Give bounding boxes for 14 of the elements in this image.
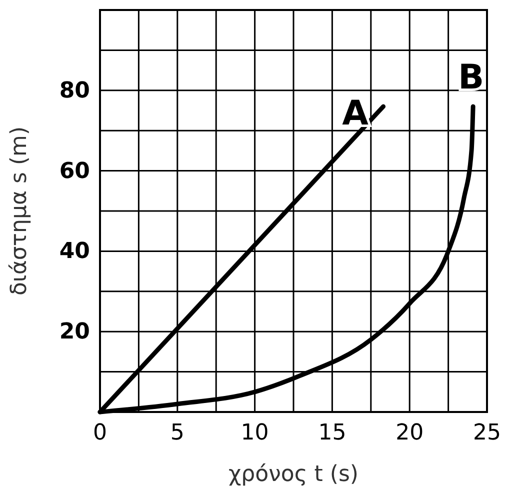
y-tick-label: 80	[59, 78, 90, 104]
x-tick-label: 25	[473, 420, 501, 446]
y-tick-label: 20	[59, 320, 90, 345]
y-tick-label: 40	[59, 239, 90, 264]
y-tick-label: 60	[59, 158, 90, 184]
x-tick-label: 0	[93, 420, 107, 446]
y-axis-title: διάστημα s (m)	[7, 126, 32, 296]
x-tick-label: 10	[240, 420, 269, 446]
series-label: A	[342, 93, 370, 134]
series-label: B	[458, 57, 484, 98]
x-tick-label: 15	[318, 420, 346, 446]
x-axis-title: χρόνος t (s)	[228, 462, 359, 487]
x-tick-label: 20	[396, 420, 424, 446]
x-tick-label: 5	[170, 420, 184, 446]
